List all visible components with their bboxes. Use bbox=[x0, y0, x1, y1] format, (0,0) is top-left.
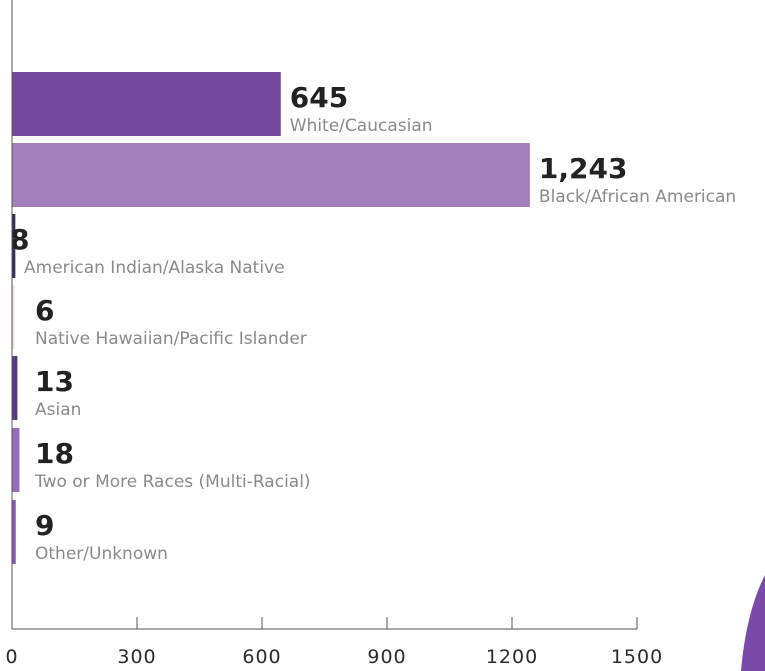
bar-6 bbox=[12, 428, 20, 492]
bar-7 bbox=[12, 500, 16, 564]
bar-2 bbox=[12, 143, 530, 207]
x-tick-label: 300 bbox=[117, 646, 156, 668]
x-tick-label: 0 bbox=[5, 646, 18, 668]
bar-value-label: 6 bbox=[35, 294, 54, 327]
bar-value-label: 1,243 bbox=[539, 152, 628, 185]
x-axis-ticks: 0 300 600 900 1200 1500 bbox=[5, 617, 663, 668]
bar-category-label: Two or More Races (Multi-Racial) bbox=[34, 472, 311, 492]
bar-value-label: 18 bbox=[35, 437, 74, 470]
bar-5 bbox=[12, 356, 18, 420]
bar-value-label: 645 bbox=[290, 81, 348, 114]
bar-category-label: White/Caucasian bbox=[290, 116, 433, 136]
bar-category-label: Black/African American bbox=[539, 187, 736, 207]
x-tick-label: 1500 bbox=[611, 646, 663, 668]
bar-1 bbox=[12, 72, 281, 136]
bars-layer bbox=[12, 72, 530, 564]
bar-category-label: Asian bbox=[35, 400, 81, 420]
corner-decoration-shape bbox=[741, 575, 765, 671]
bar-category-label: Native Hawaiian/Pacific Islander bbox=[35, 329, 307, 349]
x-tick-label: 900 bbox=[367, 646, 406, 668]
bar-3 bbox=[12, 214, 16, 278]
x-tick-label: 600 bbox=[242, 646, 281, 668]
bar-category-label: Other/Unknown bbox=[35, 544, 168, 564]
bar-value-label: 8 bbox=[10, 223, 29, 256]
bar-value-label: 9 bbox=[35, 509, 54, 542]
bar-value-label: 13 bbox=[35, 365, 74, 398]
x-tick-label: 1200 bbox=[486, 646, 538, 668]
bar-category-label: American Indian/Alaska Native bbox=[24, 258, 285, 278]
bar-4 bbox=[12, 285, 15, 349]
